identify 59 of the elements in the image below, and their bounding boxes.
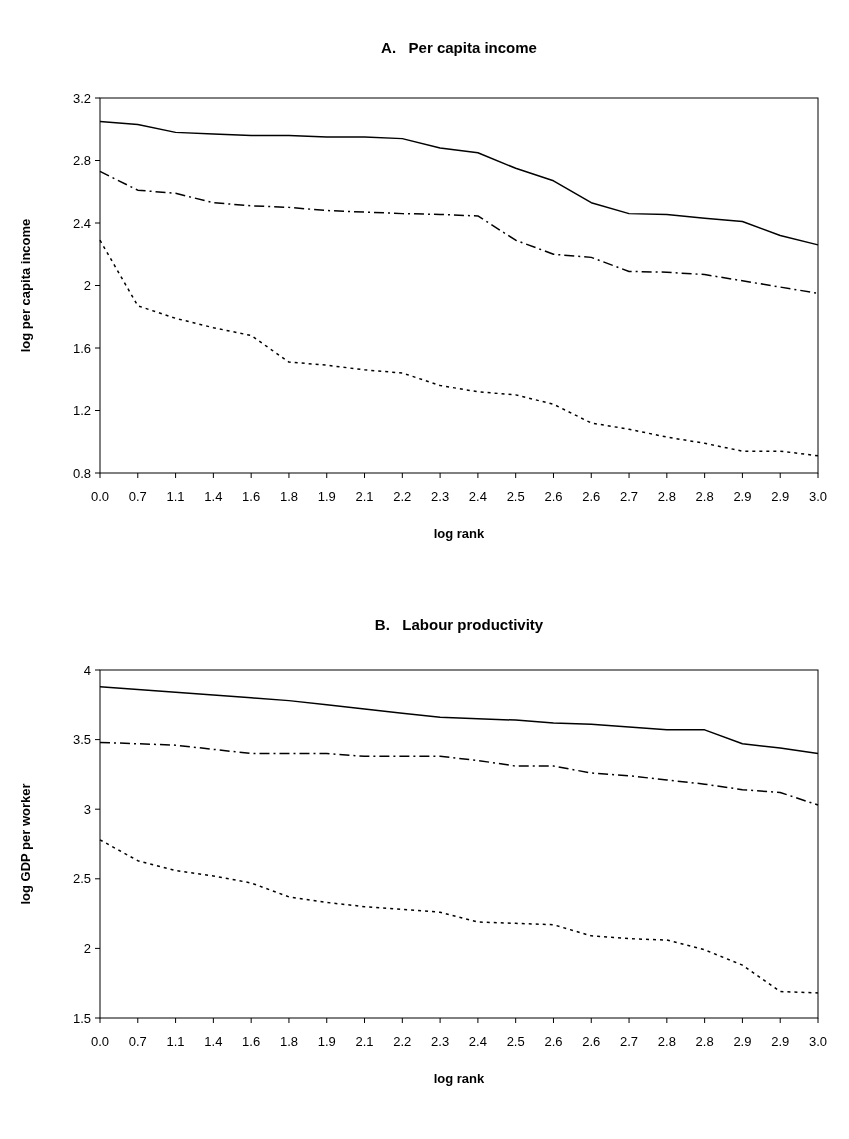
x-tick-label: 3.0 bbox=[808, 1034, 828, 1049]
x-tick-label: 2.9 bbox=[771, 1034, 790, 1049]
y-tick-label: 4 bbox=[83, 662, 91, 678]
x-tick-label: 2.3 bbox=[431, 489, 450, 504]
x-tick-label: 2.1 bbox=[355, 1034, 374, 1049]
x-tick-label: 2.5 bbox=[506, 1034, 525, 1049]
x-tick-label: 3.0 bbox=[808, 489, 828, 504]
x-tick-label: 2.1 bbox=[355, 489, 374, 504]
y-tick-label: 2 bbox=[83, 940, 91, 956]
y-tick-label: 2.8 bbox=[72, 153, 91, 169]
x-tick-label: 1.1 bbox=[166, 1034, 185, 1049]
y-tick-label: 2.4 bbox=[72, 215, 91, 231]
x-tick-label: 1.8 bbox=[279, 1034, 298, 1049]
x-tick-label: 2.2 bbox=[393, 1034, 412, 1049]
y-tick-label: 0.8 bbox=[72, 465, 91, 481]
y-tick-label: 1.2 bbox=[72, 403, 91, 419]
x-tick-label: 2.6 bbox=[544, 489, 563, 504]
x-tick-label: 1.9 bbox=[317, 489, 336, 504]
x-tick-label: 1.1 bbox=[166, 489, 185, 504]
x-tick-label: 2.3 bbox=[431, 1034, 450, 1049]
x-tick-label: 2.7 bbox=[620, 1034, 639, 1049]
y-tick-label: 3.5 bbox=[72, 732, 91, 748]
x-tick-label: 0.0 bbox=[90, 489, 110, 504]
chart-title: A. Per capita income bbox=[381, 39, 537, 56]
x-tick-label: 2.8 bbox=[695, 489, 714, 504]
x-tick-label: 1.8 bbox=[279, 489, 298, 504]
x-tick-label: 2.2 bbox=[393, 489, 412, 504]
x-tick-label: 2.5 bbox=[506, 489, 525, 504]
x-tick-label: 0.7 bbox=[128, 489, 147, 504]
x-tick-label: 2.8 bbox=[657, 489, 676, 504]
x-tick-label: 2.9 bbox=[771, 489, 790, 504]
x-tick-label: 1.4 bbox=[204, 1034, 223, 1049]
x-tick-label: 0.7 bbox=[128, 1034, 147, 1049]
x-tick-label: 1.6 bbox=[242, 489, 261, 504]
x-tick-label: 2.9 bbox=[733, 489, 752, 504]
x-tick-label: 2.6 bbox=[544, 1034, 563, 1049]
x-tick-label: 2.8 bbox=[657, 1034, 676, 1049]
x-tick-label: 2.7 bbox=[620, 489, 639, 504]
x-axis-title: log rank bbox=[433, 526, 486, 541]
y-tick-label: 2 bbox=[83, 278, 91, 294]
y-tick-label: 1.6 bbox=[72, 340, 91, 356]
y-tick-label: 2.5 bbox=[72, 871, 91, 887]
x-tick-label: 2.4 bbox=[468, 489, 487, 504]
y-tick-label: 1.5 bbox=[72, 1010, 91, 1026]
x-tick-label: 2.4 bbox=[468, 1034, 487, 1049]
x-axis-title: log rank bbox=[433, 1071, 486, 1086]
y-tick-label: 3 bbox=[83, 801, 91, 817]
y-tick-label: 3.2 bbox=[72, 90, 91, 106]
y-axis-title: log GDP per worker bbox=[18, 783, 33, 905]
x-tick-label: 0.0 bbox=[90, 1034, 110, 1049]
x-tick-label: 1.4 bbox=[204, 489, 223, 504]
chart-title: B. Labour productivity bbox=[374, 616, 544, 633]
y-axis-title: log per capita income bbox=[18, 218, 33, 353]
x-tick-label: 1.9 bbox=[317, 1034, 336, 1049]
x-tick-label: 2.6 bbox=[582, 489, 601, 504]
x-tick-label: 2.6 bbox=[582, 1034, 601, 1049]
x-tick-label: 1.6 bbox=[242, 1034, 261, 1049]
x-tick-label: 2.8 bbox=[695, 1034, 714, 1049]
x-tick-label: 2.9 bbox=[733, 1034, 752, 1049]
